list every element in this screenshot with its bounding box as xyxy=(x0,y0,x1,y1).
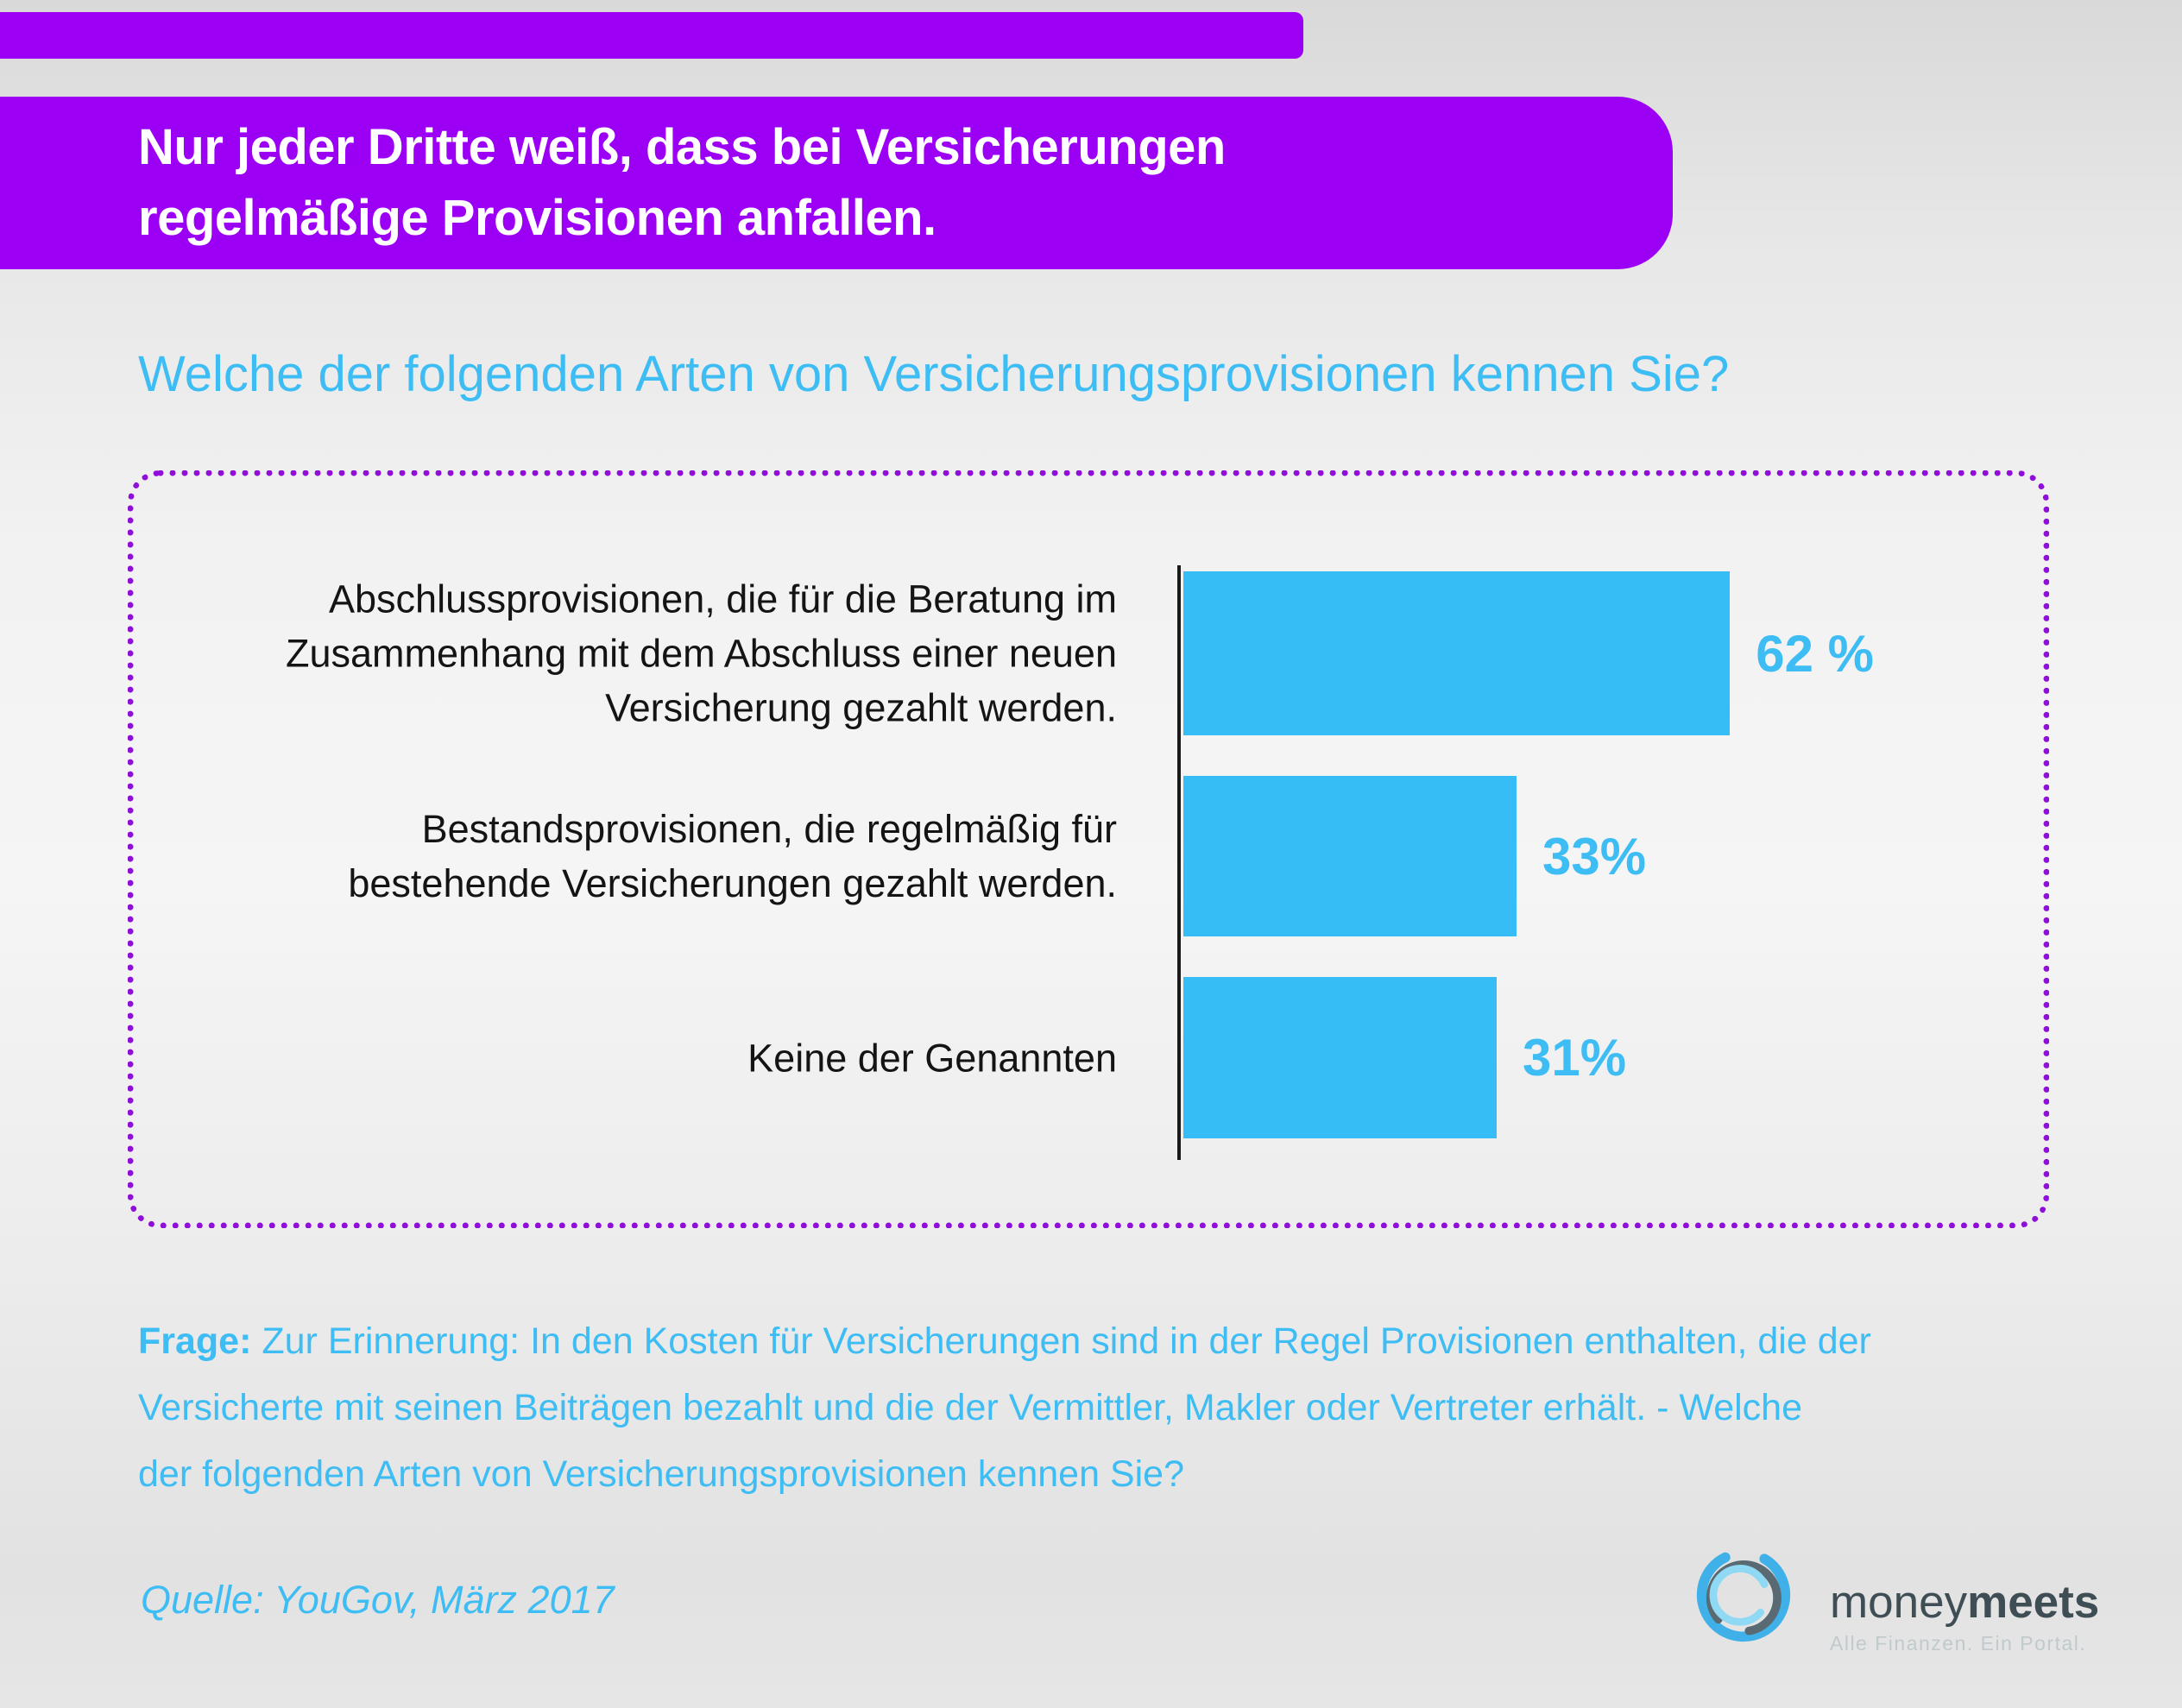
bar-label-line: Abschlussprovisionen, die für die Beratu… xyxy=(329,577,1117,621)
chart-container: Abschlussprovisionen, die für die Beratu… xyxy=(128,470,2049,1228)
source-citation: Quelle: YouGov, März 2017 xyxy=(141,1578,615,1622)
bar-value-label: 33% xyxy=(1542,827,1647,886)
survey-question-text: Frage: Zur Erinnerung: In den Kosten für… xyxy=(138,1308,1871,1508)
bar-label: Abschlussprovisionen, die für die Beratu… xyxy=(286,572,1117,735)
bar-row-abschlussprovisionen: Abschlussprovisionen, die für die Beratu… xyxy=(286,571,1874,735)
chart-axis-line xyxy=(1177,565,1181,1160)
logo-tagline: Alle Finanzen. Ein Portal. xyxy=(1830,1632,2087,1654)
header-banner: Nur jeder Dritte weiß, dass bei Versiche… xyxy=(0,97,1673,269)
bar-value-label: 31% xyxy=(1523,1029,1627,1087)
question-line-1: Frage: Zur Erinnerung: In den Kosten für… xyxy=(138,1308,1871,1375)
top-accent-strip xyxy=(0,12,1303,59)
bar-label: Keine der Genannten xyxy=(747,1030,1117,1085)
bar-row-bestandsprovisionen: Bestandsprovisionen, die regelmäßig für … xyxy=(348,776,1874,936)
moneymeets-logo-mark-icon xyxy=(1696,1547,1791,1642)
question-line-2: Versicherte mit seinen Beiträgen bezahlt… xyxy=(138,1387,1802,1428)
bar-label: Bestandsprovisionen, die regelmäßig für … xyxy=(348,802,1117,911)
bar-label-line: Versicherung gezahlt werden. xyxy=(605,685,1117,730)
bar-value-label: 62 % xyxy=(1756,624,1874,683)
bar-label-line: Bestandsprovisionen, die regelmäßig für xyxy=(421,807,1117,851)
page-title-line-1: Nur jeder Dritte weiß, dass bei Versiche… xyxy=(138,119,1226,175)
question-line-1-text: Zur Erinnerung: In den Kosten für Versic… xyxy=(251,1320,1871,1362)
question-line-3: der folgenden Arten von Versicherungspro… xyxy=(138,1453,1184,1495)
question-prefix: Frage: xyxy=(138,1320,252,1362)
bar-keine-der-genannten xyxy=(1183,977,1497,1138)
logo-wordmark: moneymeets xyxy=(1830,1579,2099,1625)
moneymeets-logo: moneymeets Alle Finanzen. Ein Portal. xyxy=(1693,1545,2142,1657)
page-title-line-2: regelmäßige Provisionen anfallen. xyxy=(138,190,936,246)
bar-bestandsprovisionen xyxy=(1183,776,1517,936)
bar-abschlussprovisionen xyxy=(1183,571,1731,735)
bar-row-keine-der-genannten: Keine der Genannten 31% xyxy=(747,977,1874,1138)
bar-label-line: bestehende Versicherungen gezahlt werden… xyxy=(348,861,1117,905)
bar-label-line: Keine der Genannten xyxy=(747,1036,1117,1080)
logo-word-money: money xyxy=(1830,1577,1968,1628)
bar-label-line: Zusammenhang mit dem Abschluss einer neu… xyxy=(285,631,1117,676)
logo-text-block: moneymeets Alle Finanzen. Ein Portal. xyxy=(1830,1545,2099,1655)
chart-subtitle: Welche der folgenden Arten von Versicher… xyxy=(138,346,1730,402)
logo-word-meets: meets xyxy=(1967,1577,2100,1628)
